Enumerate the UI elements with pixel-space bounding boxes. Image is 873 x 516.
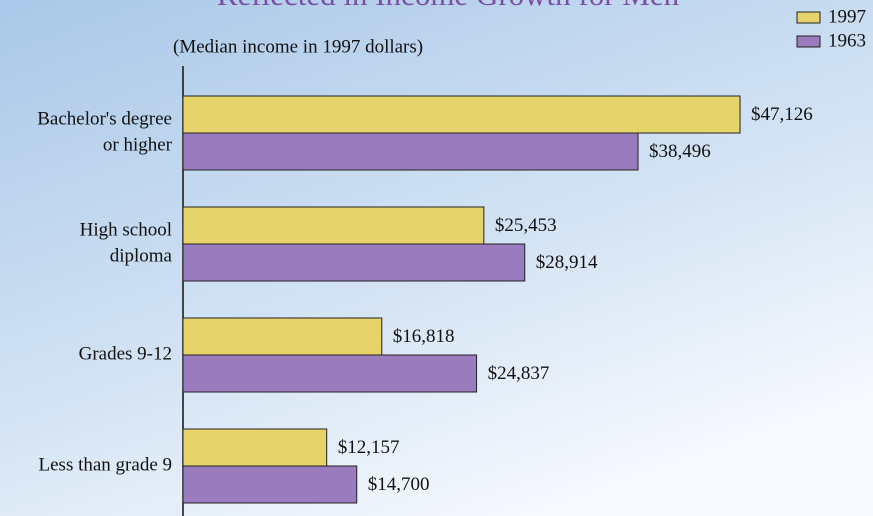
bar (182, 354, 478, 393)
value-label: $25,453 (495, 215, 557, 236)
y-tick-label: Bachelor's degree (37, 108, 172, 129)
value-label: $47,126 (751, 104, 813, 125)
y-tick-label: diploma (110, 245, 173, 266)
y-tick-label: Less than grade 9 (39, 454, 172, 475)
legend-label: 1997 (828, 6, 866, 27)
value-label: $16,818 (393, 326, 455, 347)
bar (182, 428, 328, 467)
bar (182, 243, 526, 282)
legend-label: 1963 (828, 30, 866, 51)
value-label: $24,837 (488, 363, 550, 384)
y-tick-label: Grades 9-12 (79, 343, 172, 364)
value-label: $12,157 (338, 437, 400, 458)
bar (182, 95, 741, 134)
bar (182, 465, 358, 504)
y-tick-label: High school (80, 219, 172, 240)
chart-title: Reflected in Income Growth for Men (217, 0, 680, 12)
legend-swatch (796, 11, 821, 24)
legend-swatch (796, 35, 821, 48)
bar (182, 317, 383, 356)
value-label: $28,914 (536, 252, 598, 273)
value-label: $14,700 (368, 474, 430, 495)
bar (182, 132, 639, 171)
y-tick-label: or higher (103, 134, 173, 155)
chart-subtitle: (Median income in 1997 dollars) (173, 36, 423, 57)
value-label: $38,496 (649, 141, 711, 162)
bar (182, 206, 485, 245)
